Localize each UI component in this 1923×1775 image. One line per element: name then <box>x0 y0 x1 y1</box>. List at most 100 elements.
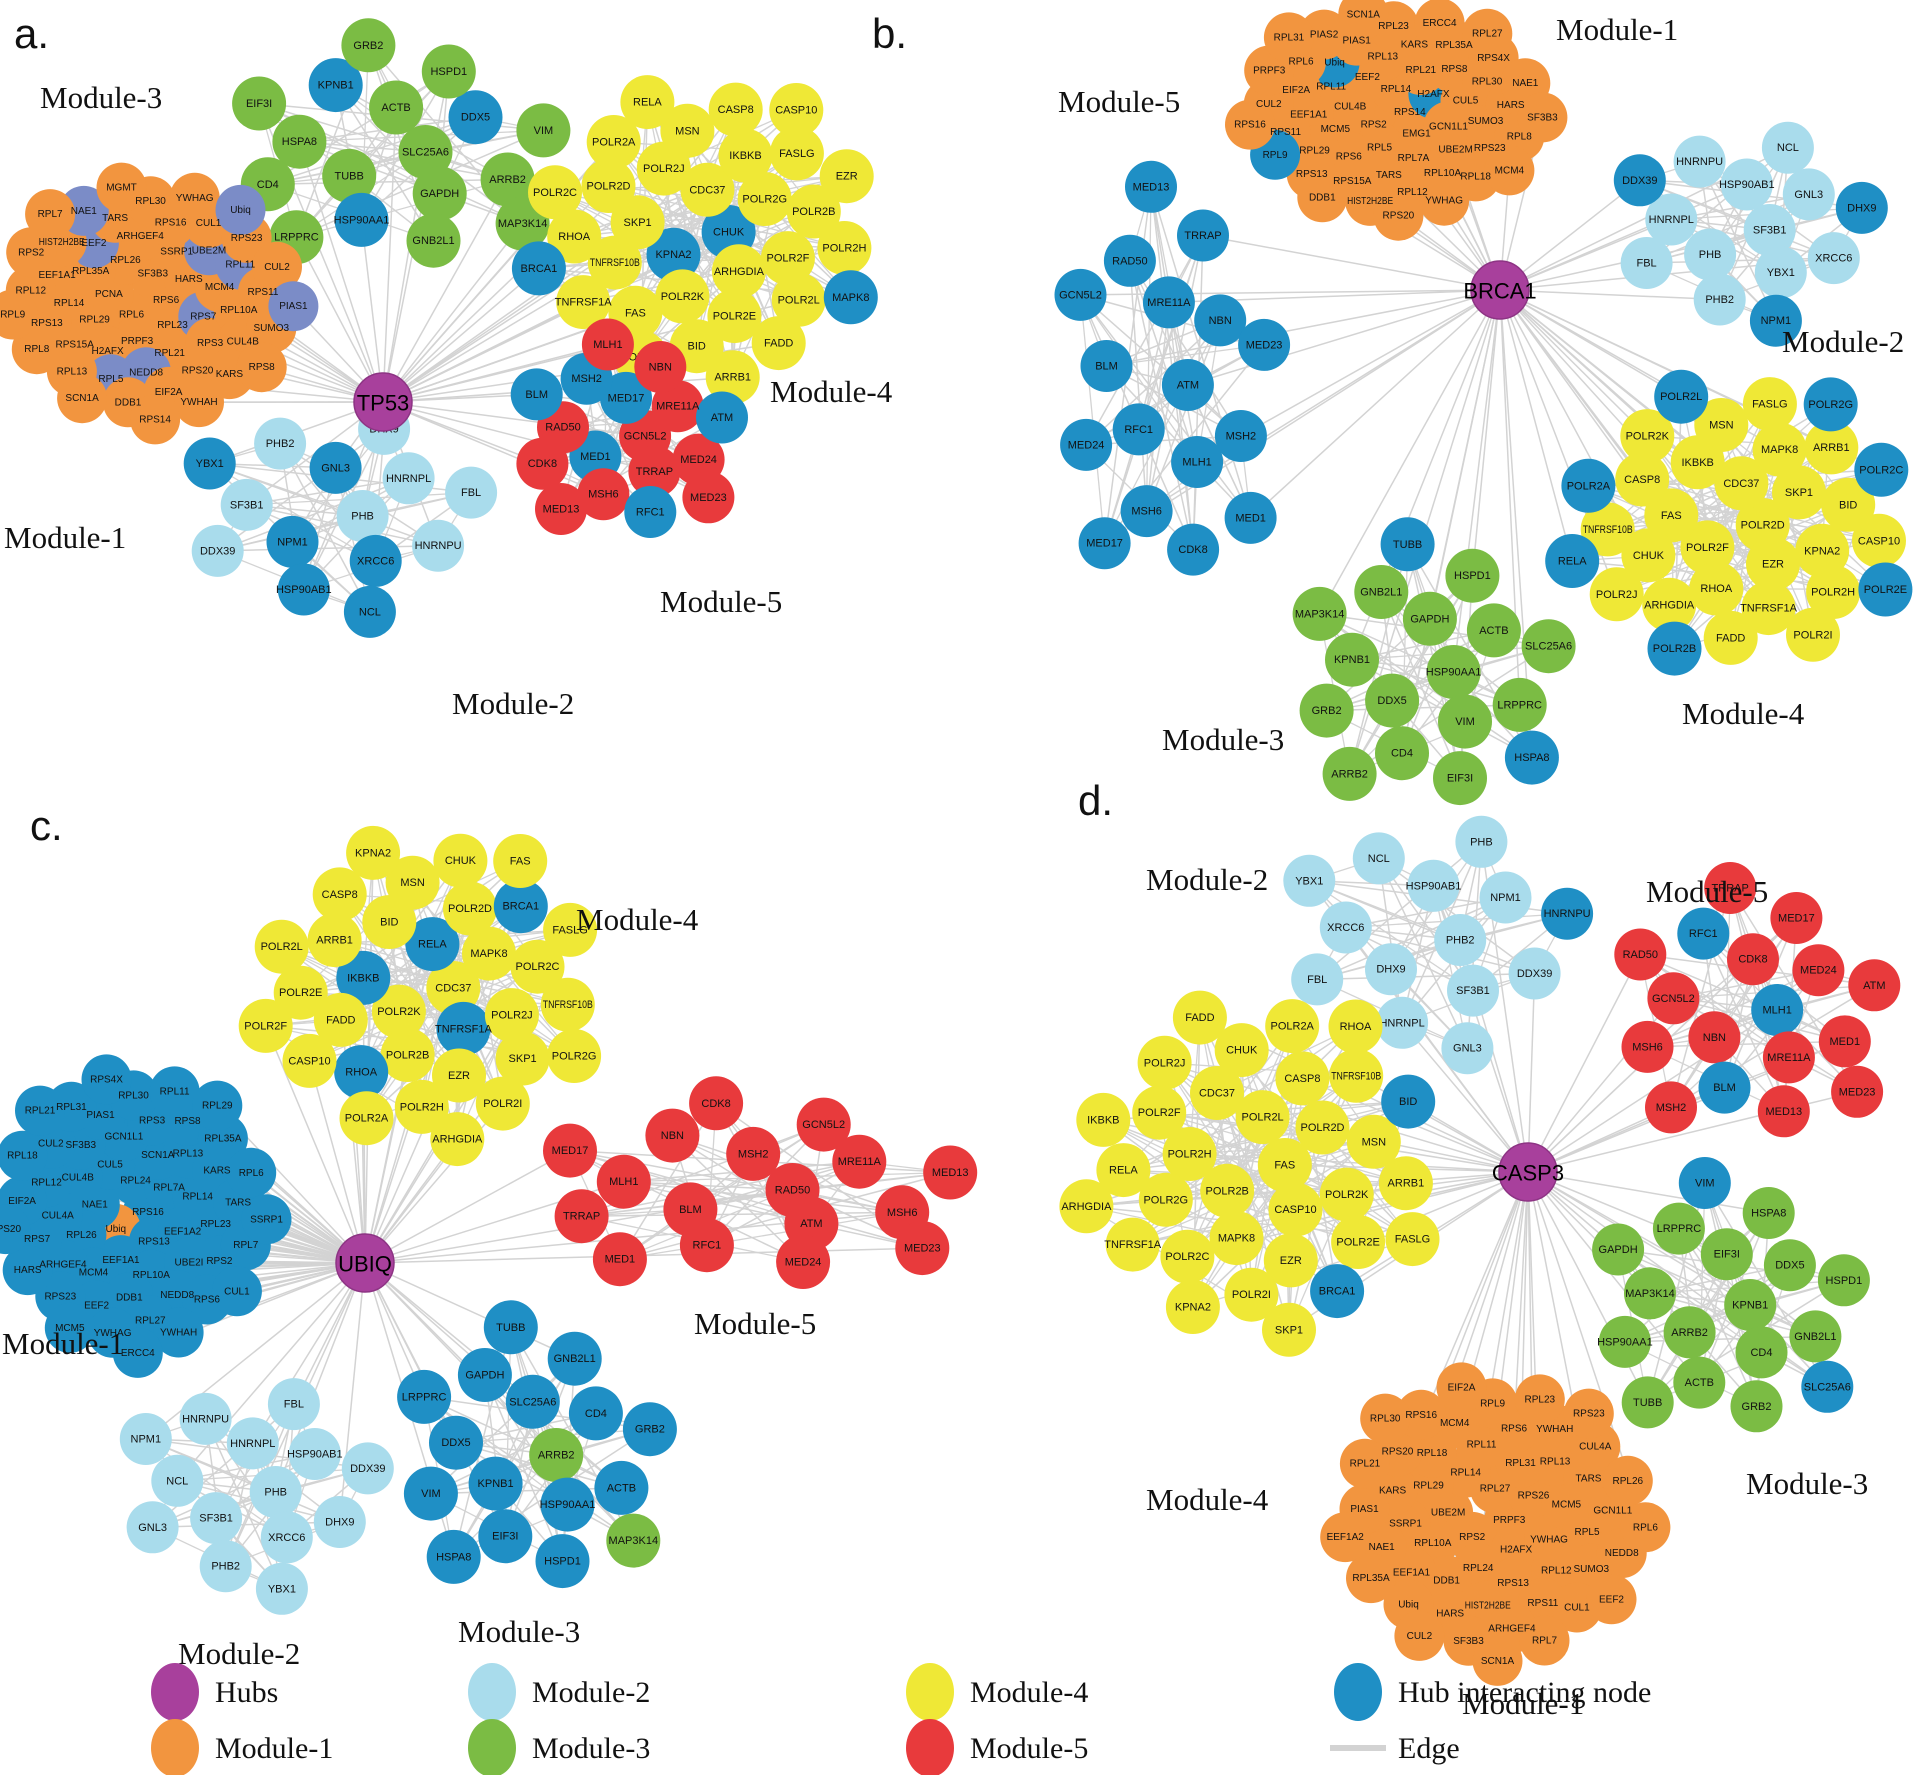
node-PIAS1 <box>268 281 319 332</box>
node-XRCC6 <box>1807 232 1860 285</box>
edge <box>1085 235 1204 446</box>
node-TNFRSF10B <box>587 235 642 290</box>
node-label-HSPD1: HSPD1 <box>544 1556 581 1568</box>
node-SF3B1 <box>1447 964 1499 1017</box>
node-FASLG <box>1742 377 1797 432</box>
node-label-POLR2H: POLR2H <box>822 243 866 255</box>
node-label-FBL: FBL <box>461 487 481 499</box>
edge <box>1145 320 1221 512</box>
module-m3-cluster <box>232 18 571 268</box>
node-label-POLR2E: POLR2E <box>1336 1237 1379 1249</box>
node-label-POLR2D: POLR2D <box>1741 520 1785 532</box>
module-m5-cluster <box>1614 862 1901 1138</box>
hub-UBIQ: UBIQ <box>335 1233 395 1293</box>
edge <box>382 401 646 437</box>
edge <box>360 219 384 403</box>
node-label-Ubiq: Ubiq <box>106 1224 127 1235</box>
node-label-MLH1: MLH1 <box>1763 1005 1792 1017</box>
node-label-TRRAP: TRRAP <box>1712 883 1749 895</box>
node-label-FASLG: FASLG <box>552 924 587 936</box>
node-label-DDX5: DDX5 <box>461 112 490 124</box>
node-RPL30 <box>1360 1393 1411 1444</box>
node-label-NAE1: NAE1 <box>82 1200 109 1211</box>
node-SCN1A <box>1472 1635 1523 1686</box>
node-label-RPL7: RPL7 <box>1532 1636 1557 1647</box>
node-POLR2C <box>1854 442 1909 497</box>
node-MLH1 <box>581 318 634 371</box>
node-label-NCL: NCL <box>166 1475 188 1487</box>
node-label-POLR2F: POLR2F <box>1138 1107 1181 1119</box>
legend-label-module-2: Module-2 <box>532 1676 650 1709</box>
module-m2-cluster <box>1613 121 1888 347</box>
node-CASP10 <box>1852 513 1906 568</box>
node-LRPPRC <box>397 1369 452 1424</box>
panel-d-nodes: PHB2 DHX9 HSP90AB1 SF3B1 XRCC6 NPM1 HNRNPL NCL D… <box>1059 815 1901 1686</box>
node-label-GNL3: GNL3 <box>138 1522 167 1534</box>
edge <box>581 1211 903 1217</box>
node-label-RPL18: RPL18 <box>1460 171 1491 182</box>
node-XRCC6 <box>349 534 402 587</box>
node-label-POLR2E: POLR2E <box>279 987 322 999</box>
node-label-RAD50: RAD50 <box>1623 949 1658 961</box>
node-BRCA1 <box>511 241 566 296</box>
node-CDC37 <box>1190 1066 1244 1120</box>
node-label-SUMO3: SUMO3 <box>254 323 290 334</box>
node-MRE11A <box>1762 1031 1815 1084</box>
node-label-RFC1: RFC1 <box>1124 424 1153 436</box>
node-HSPA8 <box>1504 730 1559 785</box>
node-label-POLR2G: POLR2G <box>1808 399 1853 411</box>
node-label-CDC37: CDC37 <box>689 184 725 196</box>
node-ARRB2 <box>480 152 535 207</box>
node-label-CASP8: CASP8 <box>1624 474 1660 486</box>
node-MSH2 <box>726 1126 781 1181</box>
node-label-POLR2C: POLR2C <box>1859 464 1903 476</box>
node-label-HSPA8: HSPA8 <box>1514 752 1549 764</box>
edge <box>1640 953 1846 1043</box>
node-label-DDX5: DDX5 <box>1377 695 1406 707</box>
node-label-FBL: FBL <box>1307 974 1327 986</box>
node-label-SCN1A: SCN1A <box>141 1150 175 1161</box>
node-label-RPL29: RPL29 <box>1413 1481 1444 1492</box>
node-POLR2H <box>394 1079 449 1134</box>
edge <box>1617 1248 1762 1353</box>
node-label-HARS: HARS <box>14 1265 42 1276</box>
node-TNFRSF10B <box>1329 1048 1384 1103</box>
node-label-RPS4X: RPS4X <box>1477 53 1510 64</box>
node-label-RFC1: RFC1 <box>693 1240 722 1252</box>
node-label-KPNB1: KPNB1 <box>478 1478 514 1490</box>
node-GRB2 <box>1299 683 1354 738</box>
node-label-GNB2L1: GNB2L1 <box>554 1353 596 1365</box>
node-RPS16 <box>1396 1389 1447 1440</box>
node-label-NPM1: NPM1 <box>277 536 308 548</box>
node-label-ARRB2: ARRB2 <box>1671 1327 1708 1339</box>
edge <box>152 1521 340 1529</box>
node-label-EIF3I: EIF3I <box>1447 773 1473 785</box>
node-label-IKBKB: IKBKB <box>347 972 379 984</box>
edge <box>217 477 409 552</box>
node-label-GAPDH: GAPDH <box>1599 1244 1638 1256</box>
module-m2-cluster <box>119 1378 394 1615</box>
node-MCM5 <box>44 1302 95 1353</box>
node-MAP3K14 <box>1624 1267 1676 1320</box>
node-MAP3K14 <box>606 1513 661 1568</box>
node-GNB2L1 <box>1354 565 1409 619</box>
module-m2-node-labels: PHB2 DHX9 HSP90AB1 SF3B1 XRCC6 NPM1 HNRNPL NCL D… <box>1295 836 1590 1054</box>
node-label-RPL7A: RPL7A <box>153 1182 185 1193</box>
node-label-SUMO3: SUMO3 <box>1574 1564 1610 1575</box>
node-LRPPRC <box>1492 677 1547 732</box>
edge <box>1678 1228 1758 1407</box>
node-label-DHX9: DHX9 <box>1847 202 1876 214</box>
legend-swatch-module-2 <box>468 1663 516 1721</box>
node-label-NBN: NBN <box>649 362 672 374</box>
node-label-MSN: MSN <box>400 877 425 889</box>
node-POLR2K <box>655 269 710 324</box>
node-POLR2F <box>238 998 293 1053</box>
node-label-RPS8: RPS8 <box>1441 64 1468 75</box>
node-SKP1 <box>1772 465 1826 520</box>
node-label-MRE11A: MRE11A <box>838 1156 882 1168</box>
edge <box>1452 289 1501 673</box>
node-label-BLM: BLM <box>1095 361 1118 373</box>
node-NCL <box>1352 832 1405 885</box>
node-label-POLR2D: POLR2D <box>586 181 630 193</box>
